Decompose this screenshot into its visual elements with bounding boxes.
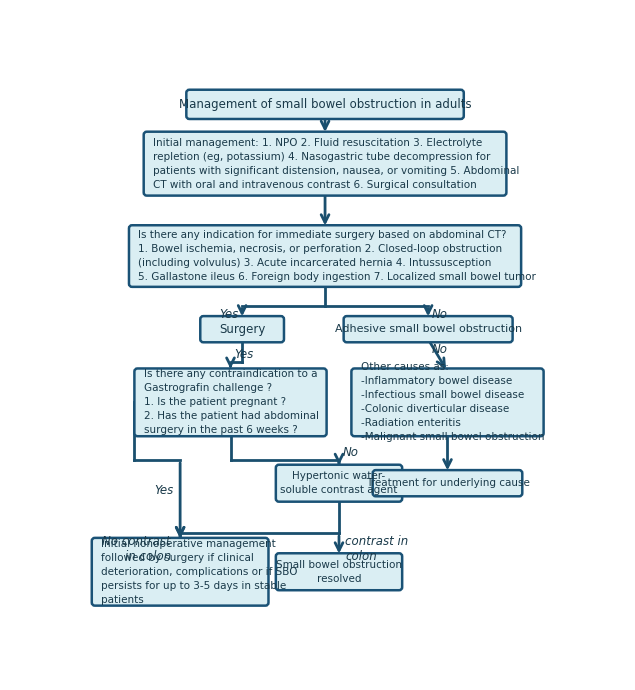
Text: Hypertonic water-
soluble contrast agent: Hypertonic water- soluble contrast agent bbox=[280, 471, 398, 495]
Text: Yes: Yes bbox=[219, 308, 238, 321]
Text: Treatment for underlying cause: Treatment for underlying cause bbox=[366, 478, 530, 489]
FancyBboxPatch shape bbox=[200, 316, 284, 342]
FancyBboxPatch shape bbox=[373, 470, 522, 496]
Text: No: No bbox=[432, 343, 448, 356]
Text: Management of small bowel obstruction in adults: Management of small bowel obstruction in… bbox=[178, 98, 471, 111]
FancyBboxPatch shape bbox=[135, 368, 326, 436]
Text: contrast in
colon: contrast in colon bbox=[345, 535, 408, 563]
Text: Is there any indication for immediate surgery based on abdominal CT?
1. Bowel is: Is there any indication for immediate su… bbox=[138, 230, 536, 282]
Text: No: No bbox=[432, 308, 448, 321]
Text: Initial nonoperative management
followed by surgery if clinical
deterioration, c: Initial nonoperative management followed… bbox=[101, 539, 298, 604]
Text: Yes: Yes bbox=[234, 348, 253, 361]
Text: Yes: Yes bbox=[155, 484, 174, 497]
FancyBboxPatch shape bbox=[351, 368, 544, 436]
FancyBboxPatch shape bbox=[129, 225, 521, 287]
Text: No: No bbox=[343, 446, 359, 459]
FancyBboxPatch shape bbox=[344, 316, 512, 342]
Text: No contrast
in colon: No contrast in colon bbox=[102, 535, 171, 563]
FancyBboxPatch shape bbox=[276, 553, 402, 590]
FancyBboxPatch shape bbox=[186, 90, 464, 119]
Text: Adhesive small bowel obstruction: Adhesive small bowel obstruction bbox=[335, 324, 522, 334]
Text: Small bowel obstruction
resolved: Small bowel obstruction resolved bbox=[276, 560, 402, 584]
FancyBboxPatch shape bbox=[92, 538, 269, 606]
Text: Other causes as:
-Inflammatory bowel disease
-Infectious small bowel disease
-Co: Other causes as: -Inflammatory bowel dis… bbox=[361, 362, 544, 442]
Text: Surgery: Surgery bbox=[219, 323, 265, 336]
FancyBboxPatch shape bbox=[144, 132, 506, 195]
Text: Is there any contraindication to a
Gastrografin challenge ?
1. Is the patient pr: Is there any contraindication to a Gastr… bbox=[144, 369, 319, 435]
Text: Initial management: 1. NPO 2. Fluid resuscitation 3. Electrolyte
repletion (eg, : Initial management: 1. NPO 2. Fluid resu… bbox=[153, 137, 519, 190]
FancyBboxPatch shape bbox=[276, 465, 402, 502]
